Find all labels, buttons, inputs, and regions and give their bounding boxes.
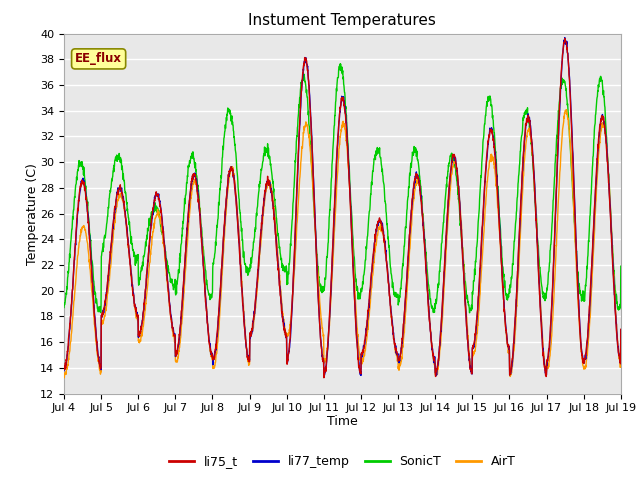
- AirT: [60, 371, 68, 376]
- AirT: [60, 375, 68, 381]
- AirT: [601, 131, 609, 136]
- li75_t: [561, 36, 569, 41]
- li75_t: [601, 126, 609, 132]
- li77_temp: [432, 372, 440, 378]
- li77_temp: [602, 128, 609, 133]
- li75_t: [499, 284, 506, 290]
- AirT: [499, 287, 506, 292]
- Legend: li75_t, li77_temp, SonicT, AirT: li75_t, li77_temp, SonicT, AirT: [164, 450, 521, 473]
- SonicT: [331, 113, 339, 119]
- SonicT: [617, 264, 625, 269]
- SonicT: [602, 112, 609, 118]
- li77_temp: [617, 327, 625, 333]
- AirT: [617, 330, 625, 336]
- li77_temp: [88, 278, 96, 284]
- Line: SonicT: SonicT: [64, 64, 621, 313]
- li75_t: [88, 280, 96, 286]
- li77_temp: [499, 280, 506, 286]
- Text: EE_flux: EE_flux: [75, 52, 122, 65]
- SonicT: [601, 104, 609, 110]
- SonicT: [60, 305, 68, 311]
- li77_temp: [316, 324, 324, 330]
- Line: li77_temp: li77_temp: [64, 37, 621, 375]
- Line: li75_t: li75_t: [64, 38, 621, 378]
- AirT: [89, 295, 97, 301]
- SonicT: [316, 281, 324, 287]
- AirT: [602, 130, 609, 135]
- SonicT: [337, 61, 344, 67]
- li75_t: [617, 326, 625, 332]
- li77_temp: [561, 35, 569, 40]
- li75_t: [60, 367, 68, 372]
- li75_t: [320, 375, 328, 381]
- Line: AirT: AirT: [64, 110, 621, 378]
- SonicT: [499, 264, 507, 270]
- Y-axis label: Temperature (C): Temperature (C): [26, 163, 38, 264]
- li77_temp: [60, 368, 68, 373]
- li77_temp: [331, 198, 339, 204]
- SonicT: [466, 310, 474, 316]
- li77_temp: [601, 127, 609, 132]
- SonicT: [88, 261, 96, 266]
- li75_t: [316, 326, 324, 332]
- AirT: [316, 305, 324, 311]
- AirT: [331, 217, 339, 223]
- li75_t: [602, 129, 609, 135]
- AirT: [563, 107, 570, 113]
- X-axis label: Time: Time: [327, 415, 358, 428]
- li75_t: [331, 191, 339, 197]
- Title: Instument Temperatures: Instument Temperatures: [248, 13, 436, 28]
